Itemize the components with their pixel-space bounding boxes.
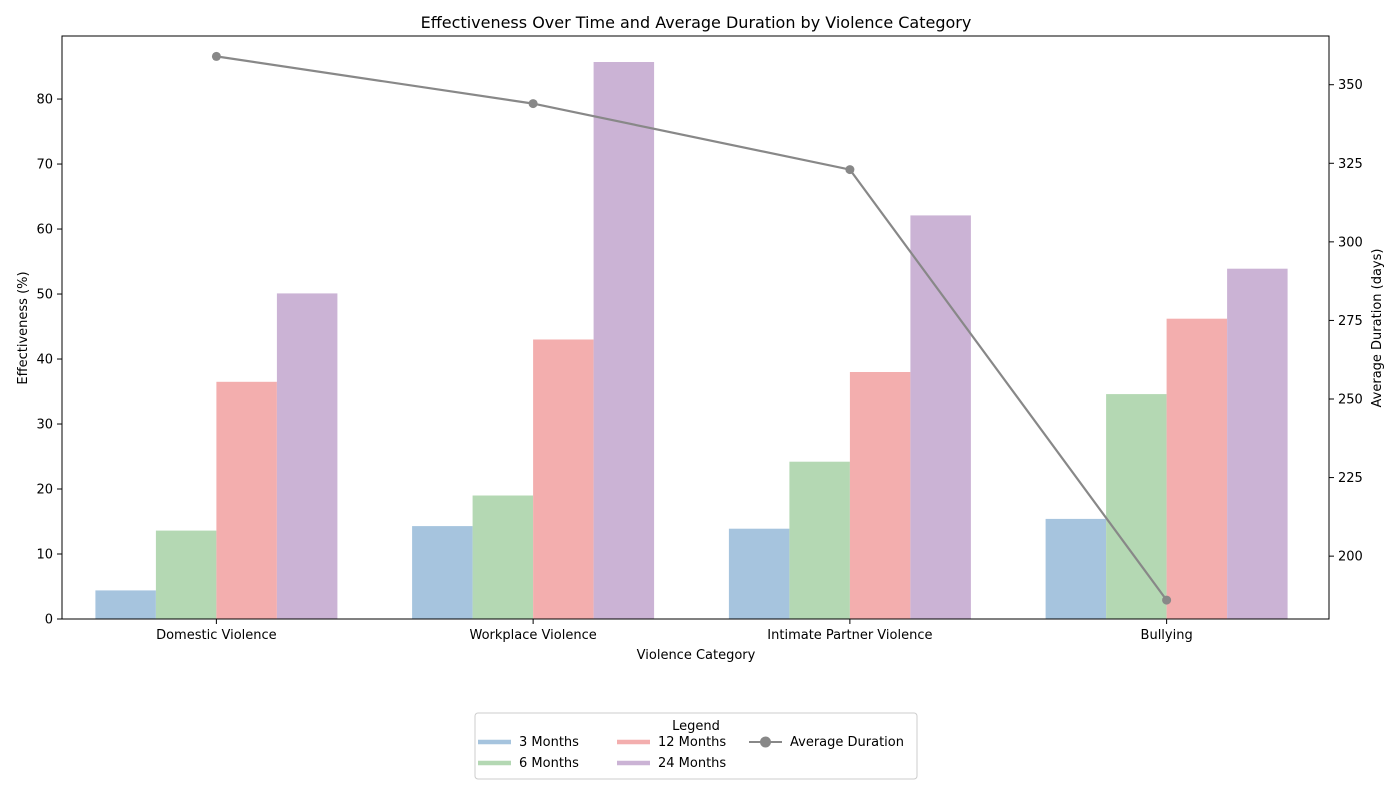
y2-tick-label: 225 bbox=[1338, 471, 1363, 486]
legend-label-12-months: 12 Months bbox=[658, 735, 726, 750]
bar-3-months-0 bbox=[95, 590, 156, 619]
y2-axis-label: Average Duration (days) bbox=[1370, 249, 1385, 408]
bar-24-months-3 bbox=[1227, 268, 1288, 619]
y-tick-label: 30 bbox=[36, 418, 53, 433]
bar-6-months-3 bbox=[1106, 394, 1167, 619]
bars-layer bbox=[95, 62, 1288, 619]
average-duration-line bbox=[216, 55, 1168, 601]
duration-line-layer bbox=[211, 51, 1172, 605]
axes-layer: 0 10 20 30 40 50 60 70 80 200 225 250 275 300 325 350 Do… bbox=[36, 35, 1363, 643]
bar-12-months-1 bbox=[533, 339, 594, 619]
bar-12-months-0 bbox=[216, 381, 277, 619]
x-tick-label: Bullying bbox=[1141, 628, 1193, 643]
y2-tick-label: 300 bbox=[1338, 235, 1363, 250]
bar-24-months-1 bbox=[593, 62, 655, 619]
bar-24-months-0 bbox=[276, 293, 338, 619]
y-tick-label: 0 bbox=[45, 613, 53, 628]
y-tick-label: 50 bbox=[36, 288, 53, 303]
bar-3-months-1 bbox=[412, 526, 473, 619]
y-tick-label: 10 bbox=[36, 548, 53, 563]
legend-marker-average-duration bbox=[760, 736, 771, 748]
bar-3-months-2 bbox=[728, 528, 790, 619]
y-tick-label: 20 bbox=[36, 483, 53, 498]
legend-label-3-months: 3 Months bbox=[519, 735, 579, 750]
x-tick-label: Workplace Violence bbox=[470, 628, 597, 643]
y2-tick-label: 350 bbox=[1338, 78, 1363, 93]
bar-3-months-3 bbox=[1045, 518, 1107, 619]
legend-label-24-months: 24 Months bbox=[658, 756, 726, 771]
bar-6-months-2 bbox=[789, 461, 850, 619]
y2-tick-label: 275 bbox=[1338, 314, 1363, 329]
bar-6-months-0 bbox=[155, 530, 217, 619]
x-tick-label: Intimate Partner Violence bbox=[767, 628, 932, 643]
legend-label-6-months: 6 Months bbox=[519, 756, 579, 771]
y-tick-label: 60 bbox=[36, 223, 53, 238]
average-duration-point-0 bbox=[211, 51, 221, 61]
average-duration-point-2 bbox=[845, 165, 855, 175]
x-tick-label: Domestic Violence bbox=[156, 628, 277, 643]
bar-6-months-1 bbox=[472, 495, 534, 619]
y-axis-label: Effectiveness (%) bbox=[16, 271, 31, 384]
average-duration-point-1 bbox=[528, 99, 538, 109]
average-duration-point-3 bbox=[1162, 595, 1172, 605]
legend-title: Legend bbox=[672, 719, 720, 734]
chart-title: Effectiveness Over Time and Average Dura… bbox=[421, 13, 972, 32]
plot-frame bbox=[61, 35, 1330, 620]
legend-label-average-duration: Average Duration bbox=[790, 735, 904, 750]
y2-tick-label: 200 bbox=[1338, 550, 1363, 565]
y2-tick-label: 250 bbox=[1338, 393, 1363, 408]
bar-12-months-3 bbox=[1166, 318, 1228, 619]
bar-12-months-2 bbox=[849, 372, 911, 619]
bar-24-months-2 bbox=[910, 215, 971, 619]
y-tick-label: 40 bbox=[36, 353, 53, 368]
y-tick-label: 80 bbox=[36, 93, 53, 108]
y-tick-label: 70 bbox=[36, 158, 53, 173]
x-axis-label: Violence Category bbox=[637, 648, 756, 663]
legend-box bbox=[474, 712, 918, 780]
legend: Legend 3 Months 6 Months 12 Months 24 Months… bbox=[474, 712, 918, 780]
y2-tick-label: 325 bbox=[1338, 157, 1363, 172]
